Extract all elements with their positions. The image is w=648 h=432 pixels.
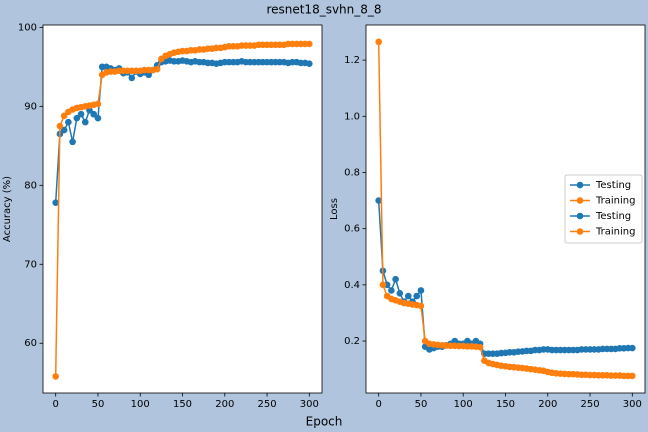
series-marker: [306, 40, 313, 48]
series-marker: [379, 281, 387, 289]
figure-title: resnet18_svhn_8_8: [266, 3, 381, 17]
series-marker: [65, 118, 72, 126]
series-marker: [94, 100, 102, 108]
series-marker: [86, 106, 93, 114]
series-marker: [56, 122, 64, 130]
y-tick-label: 1.0: [344, 111, 360, 122]
series-marker: [388, 287, 395, 294]
series-marker: [69, 138, 76, 146]
series-marker: [145, 71, 152, 79]
y-tick-label: 70: [24, 259, 37, 270]
y-tick-label: 60: [24, 338, 37, 349]
legend-label: Training: [595, 227, 635, 238]
legend-marker: [576, 197, 584, 204]
x-tick-label: 200: [538, 399, 557, 410]
series-marker: [375, 197, 382, 204]
y-axis-label: Loss: [329, 198, 340, 220]
y-tick-label: 0.6: [344, 224, 360, 235]
series-marker: [629, 372, 636, 380]
series-marker: [375, 38, 382, 46]
legend-marker: [576, 228, 584, 235]
y-tick-label: 0.4: [344, 280, 360, 291]
series-marker: [306, 60, 313, 67]
x-tick-label: 50: [92, 399, 105, 410]
x-tick-label: 200: [215, 399, 234, 410]
series-marker: [413, 292, 421, 300]
x-tick-label: 250: [257, 399, 276, 410]
series-marker: [392, 275, 399, 283]
legend-label: Testing: [595, 211, 631, 222]
y-tick-label: 0.2: [344, 336, 360, 347]
x-tick-label: 0: [52, 399, 58, 410]
series-marker: [396, 289, 404, 297]
x-tick-label: 0: [375, 399, 381, 410]
series-marker: [60, 126, 68, 134]
x-tick-label: 300: [623, 399, 642, 410]
x-tick-label: 300: [300, 399, 319, 410]
plot-area: [43, 25, 322, 393]
series-marker: [90, 110, 98, 118]
series-marker: [73, 114, 81, 122]
y-tick-label: 1.2: [344, 55, 360, 66]
legend-label: Training: [595, 196, 635, 207]
y-axis-label: Accuracy (%): [2, 176, 13, 242]
series-marker: [60, 112, 68, 120]
x-tick-label: 100: [454, 399, 473, 410]
y-tick-label: 80: [24, 180, 37, 191]
series-marker: [417, 302, 425, 310]
series-marker: [404, 292, 412, 300]
legend-marker: [576, 181, 584, 189]
series-marker: [52, 199, 59, 206]
x-tick-label: 100: [131, 399, 150, 410]
series-marker: [77, 110, 85, 118]
series-marker: [417, 287, 425, 294]
series-marker: [153, 65, 161, 73]
y-tick-label: 100: [18, 22, 37, 33]
x-tick-label: 50: [415, 399, 428, 410]
legend-marker: [576, 212, 584, 220]
y-tick-label: 0.8: [344, 167, 360, 178]
legend-box: [564, 174, 643, 244]
y-tick-label: 90: [24, 101, 37, 112]
series-marker: [81, 118, 89, 126]
x-axis-label: Epoch: [306, 415, 343, 429]
plot-content: [52, 40, 313, 380]
series-marker: [128, 74, 136, 82]
series-marker: [94, 114, 102, 122]
x-tick-label: 250: [580, 399, 599, 410]
series-marker: [476, 343, 484, 351]
series-marker: [52, 373, 59, 380]
series-marker: [629, 344, 636, 352]
x-tick-label: 150: [496, 399, 515, 410]
x-tick-label: 150: [173, 399, 192, 410]
plot-content: [375, 38, 636, 380]
legend-label: Testing: [595, 180, 631, 191]
